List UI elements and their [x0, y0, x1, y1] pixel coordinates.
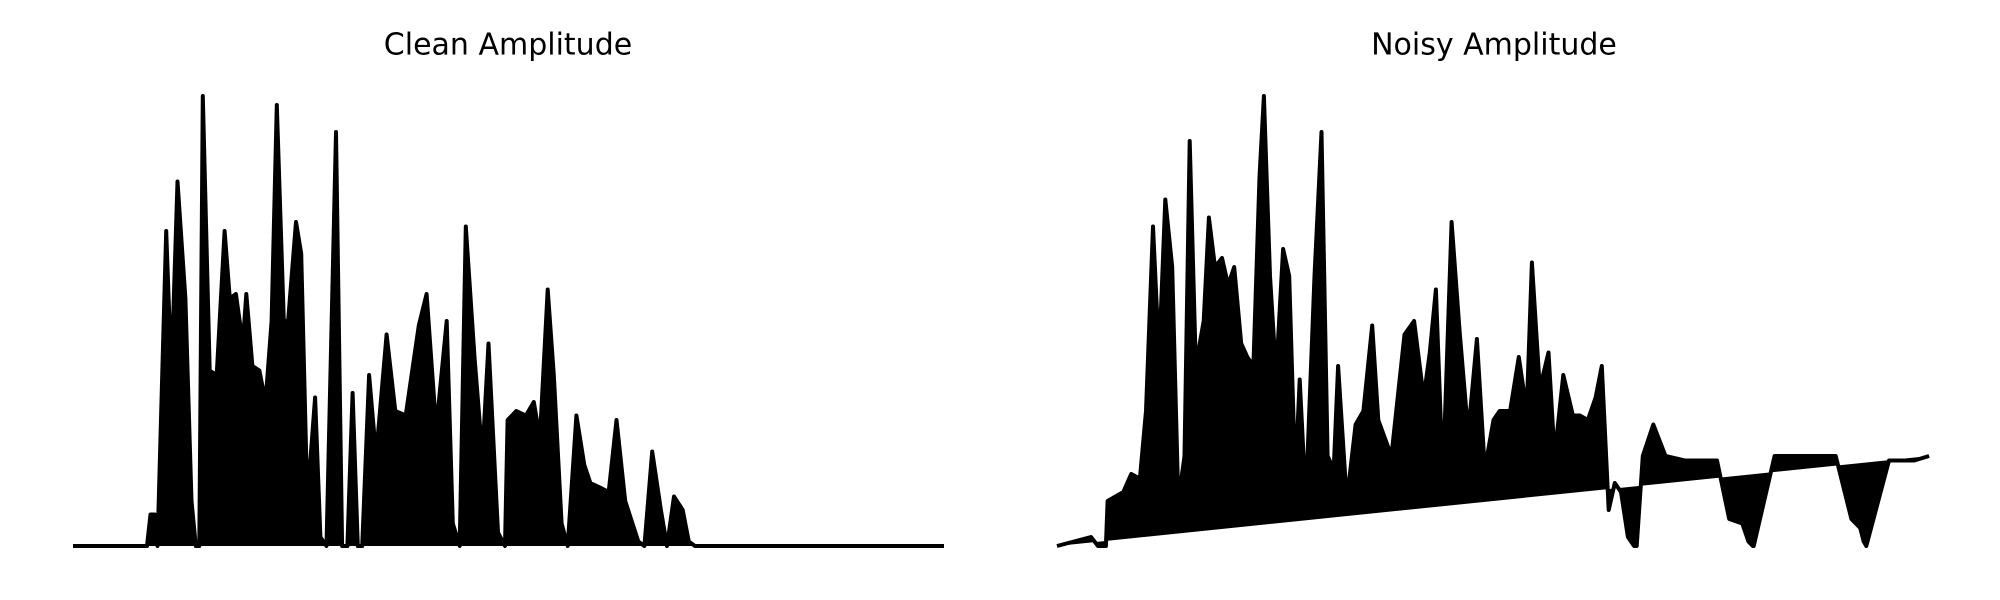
- area-fill: [73, 96, 944, 546]
- amplitude-line: [73, 94, 944, 548]
- chart-title: Noisy Amplitude: [1371, 28, 1617, 63]
- area-fill: [1057, 96, 1930, 546]
- amplitude-line: [1056, 94, 1930, 548]
- chart-title: Clean Amplitude: [384, 28, 632, 63]
